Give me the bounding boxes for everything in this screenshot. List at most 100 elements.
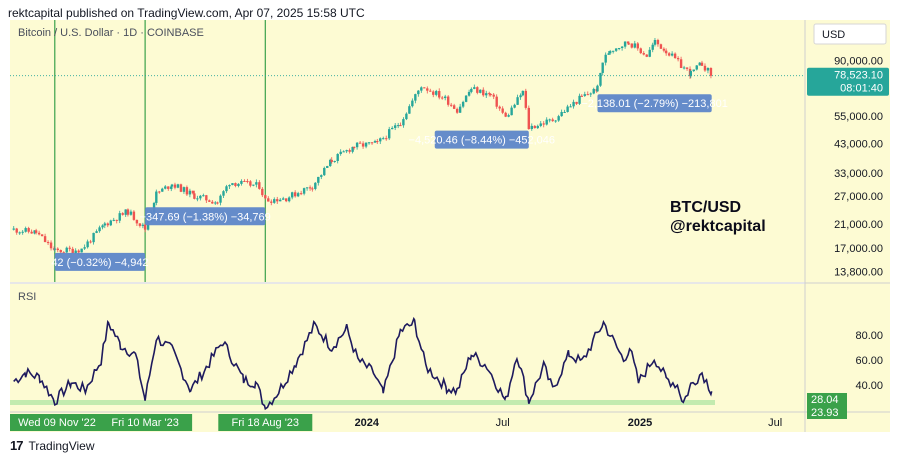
candle-body [193, 193, 196, 199]
candle-body [132, 211, 136, 220]
candle-body [243, 180, 246, 182]
candle-body [393, 125, 397, 128]
measure-box-label: 42 (−0.32%) −4,942 [51, 257, 148, 269]
price-tick-label: 21,000.00 [834, 219, 883, 231]
candle-body [158, 191, 161, 193]
candle-body [228, 185, 231, 187]
candle-body [89, 241, 92, 243]
candle-body [507, 115, 510, 117]
candle-body [492, 94, 495, 97]
current-price-bg [807, 67, 889, 96]
date-badge-1: Fri 10 Mar '23 [98, 414, 193, 431]
candle-body [563, 111, 566, 113]
candle-body [261, 188, 264, 196]
candle-body [376, 141, 379, 143]
candle-body [302, 188, 306, 194]
candle-body [311, 188, 314, 190]
candle-body [196, 198, 199, 200]
price-legend[interactable]: Bitcoin / U.S. Dollar · 1D · COINBASE [18, 27, 204, 39]
candle-body [388, 129, 391, 139]
candle-body [34, 230, 38, 233]
candle-body [364, 142, 368, 147]
measure-box-1[interactable]: −347.69 (−1.38%) −34,769 [140, 207, 271, 226]
candle-body [664, 50, 668, 54]
candle-body [659, 44, 663, 49]
candle-body [390, 127, 394, 130]
candle-body [373, 141, 377, 143]
candle-body [240, 180, 243, 184]
candle-body [539, 123, 542, 126]
price-pane[interactable] [10, 20, 805, 282]
date-badge-bg [98, 414, 193, 431]
candle-body [533, 125, 536, 129]
measure-box-2[interactable]: −4,520.46 (−8.44%) −452,046 [409, 130, 555, 149]
candle-body [267, 198, 270, 202]
footer: 17 TradingView [10, 438, 95, 453]
candle-body [135, 219, 139, 224]
candle-body [345, 150, 348, 152]
candle-body [176, 184, 180, 188]
rsi-value-label: 23.93 [811, 407, 839, 419]
candle-body [639, 48, 642, 54]
candle-body [408, 106, 411, 114]
candle-body [685, 67, 689, 69]
candle-body [109, 220, 112, 226]
candle-body [614, 48, 618, 51]
rsi-line[interactable] [13, 316, 713, 411]
candle-body [495, 96, 498, 107]
candle-body [264, 195, 267, 199]
candle-body [566, 106, 569, 112]
candle-body [30, 231, 33, 234]
rsi-tick-label: 80.00 [855, 330, 883, 342]
candle-body [679, 59, 683, 68]
candle-body [355, 142, 359, 148]
candle-body [255, 182, 258, 185]
price-tick-label: 43,000.00 [834, 138, 883, 150]
current-price-label: 78,523.10 [834, 70, 883, 82]
candle-body [379, 138, 382, 142]
date-badge-label: Wed 09 Nov '22 [18, 417, 96, 429]
candle-body [432, 91, 435, 95]
measure-box-3[interactable]: −2,138.01 (−2.79%) −213,801 [581, 94, 728, 113]
date-badge-bg [218, 414, 313, 431]
price-tick-label: 17,000.00 [834, 243, 883, 255]
rsi-legend[interactable]: RSI [18, 291, 36, 303]
currency-button[interactable] [813, 23, 887, 45]
candle-body [676, 57, 680, 60]
candle-body [367, 142, 371, 144]
time-tick-label: Jul [768, 417, 782, 429]
candle-body [521, 90, 525, 96]
candle-body [173, 184, 177, 188]
candle-body [299, 193, 303, 195]
date-badge-label: Fri 18 Aug '23 [232, 417, 300, 429]
candle-body [399, 125, 402, 127]
candle-body [342, 151, 345, 153]
rsi-pane[interactable] [10, 284, 805, 412]
price-tick-label: 33,000.00 [834, 168, 883, 180]
candle-body [95, 231, 98, 233]
candle-body [231, 183, 234, 186]
candle-body [516, 97, 519, 105]
candle-body [438, 91, 441, 98]
measure-box-label: −347.69 (−1.38%) −34,769 [140, 211, 271, 223]
footer-brand[interactable]: TradingView [28, 438, 95, 453]
candle-body [182, 187, 186, 192]
candle-body [461, 101, 465, 107]
candle-body [583, 94, 586, 96]
candle-body [504, 112, 507, 117]
measure-box-0[interactable]: 42 (−0.32%) −4,942 [51, 252, 149, 271]
candle-body [536, 125, 539, 129]
chart-svg[interactable]: 42 (−0.32%) −4,942 −347.69 (−1.38%) −34,7… [10, 20, 890, 432]
candle-body [246, 181, 249, 183]
candle-body [214, 202, 217, 204]
candle-body [370, 142, 374, 144]
candle-body [83, 247, 86, 249]
candle-body [252, 184, 255, 186]
candle-body [473, 87, 476, 89]
candle-body [317, 176, 320, 183]
candle-body [572, 101, 575, 107]
candle-body [554, 120, 557, 122]
candle-body [479, 89, 482, 93]
measure-box-label: −4,520.46 (−8.44%) −452,046 [409, 135, 555, 147]
